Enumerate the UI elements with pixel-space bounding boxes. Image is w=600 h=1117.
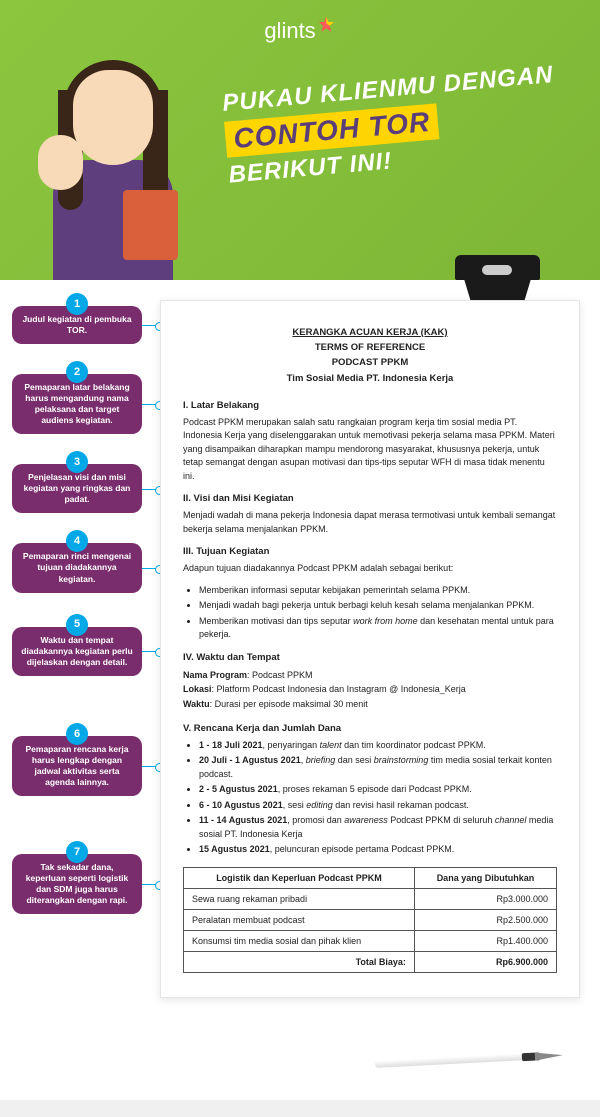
date: 1 - 18 Juli 2021 (199, 740, 263, 750)
callout-1: 1 Judul kegiatan di pembuka TOR. (12, 306, 142, 344)
callout-text: Pemaparan rencana kerja harus lengkap de… (25, 744, 128, 787)
value: : Durasi per episode maksimal 30 menit (210, 699, 368, 709)
connector-line (142, 766, 158, 767)
cell: Konsumsi tim media sosial dan pihak klie… (184, 930, 415, 951)
desc: , sesi editing dan revisi hasil rekaman … (283, 800, 469, 810)
section-2-title: II. Visi dan Misi Kegiatan (183, 493, 557, 504)
callout-5: 5 Waktu dan tempat diadakannya kegiatan … (12, 627, 142, 676)
desc: , proses rekaman 5 episode dari Podcast … (278, 784, 472, 794)
callout-number: 6 (66, 723, 88, 745)
col-header: Dana yang Dibutuhkan (414, 867, 556, 888)
section-3-list: Memberikan informasi seputar kebijakan p… (183, 584, 557, 642)
list-item: 20 Juli - 1 Agustus 2021, briefing dan s… (199, 754, 557, 781)
section-2-body: Menjadi wadah di mana pekerja Indonesia … (183, 509, 557, 536)
section-5-title: V. Rencana Kerja dan Jumlah Dana (183, 723, 557, 734)
list-item: Memberikan informasi seputar kebijakan p… (199, 584, 557, 598)
cell: Sewa ruang rekaman pribadi (184, 888, 415, 909)
section-1-body: Podcast PPKM merupakan salah satu rangka… (183, 416, 557, 484)
value: : Platform Podcast Indonesia dan Instagr… (212, 684, 466, 694)
section-3-title: III. Tujuan Kegiatan (183, 546, 557, 557)
callout-column: 1 Judul kegiatan di pembuka TOR. 2 Pemap… (12, 304, 142, 928)
table-row: Sewa ruang rekaman pribadi Rp3.000.000 (184, 888, 557, 909)
callout-number: 5 (66, 614, 88, 636)
connector-line (142, 568, 158, 569)
doc-title-3: PODCAST PPKM (183, 355, 557, 370)
list-item: 1 - 18 Juli 2021, penyaringan talent dan… (199, 739, 557, 753)
date: 6 - 10 Agustus 2021 (199, 800, 283, 810)
person-illustration (28, 60, 203, 280)
section-1-title: I. Latar Belakang (183, 400, 557, 411)
connector-line (142, 884, 158, 885)
lokasi-row: Lokasi: Platform Podcast Indonesia dan I… (183, 682, 557, 696)
callout-3: 3 Penjelasan visi dan misi kegiatan yang… (12, 464, 142, 513)
callout-text: Judul kegiatan di pembuka TOR. (22, 314, 131, 335)
headline: PUKAU KLIENMU DENGAN CONTOH TOR BERIKUT … (221, 60, 568, 189)
cell: Rp2.500.000 (414, 909, 556, 930)
total-value: Rp6.900.000 (414, 951, 556, 972)
value: : Podcast PPKM (247, 670, 313, 680)
date: 11 - 14 Agustus 2021 (199, 815, 287, 825)
table-total-row: Total Biaya: Rp6.900.000 (184, 951, 557, 972)
brand-logo: glints (264, 18, 335, 44)
desc: , peluncuran episode pertama Podcast PPK… (270, 844, 455, 854)
label: Nama Program (183, 670, 247, 680)
table-header-row: Logistik dan Keperluan Podcast PPKM Dana… (184, 867, 557, 888)
col-header: Logistik dan Keperluan Podcast PPKM (184, 867, 415, 888)
doc-heading: KERANGKA ACUAN KERJA (KAK) TERMS OF REFE… (183, 325, 557, 386)
star-icon (318, 14, 336, 32)
doc-title-4: Tim Sosial Media PT. Indonesia Kerja (183, 371, 557, 386)
date: 2 - 5 Agustus 2021 (199, 784, 278, 794)
waktu-row: Waktu: Durasi per episode maksimal 30 me… (183, 697, 557, 711)
doc-title-1: KERANGKA ACUAN KERJA (KAK) (183, 325, 557, 340)
callout-text: Tak sekadar dana, keperluan seperti logi… (26, 862, 129, 905)
callout-number: 3 (66, 451, 88, 473)
table-row: Peralatan membuat podcast Rp2.500.000 (184, 909, 557, 930)
page: glints PUKAU KLIENMU DENGAN CONTOH TOR B… (0, 0, 600, 1100)
label: Lokasi (183, 684, 212, 694)
pen-icon (375, 1050, 565, 1070)
table-row: Konsumsi tim media sosial dan pihak klie… (184, 930, 557, 951)
connector-line (142, 325, 158, 326)
section-3-intro: Adapun tujuan diadakannya Podcast PPKM a… (183, 562, 557, 576)
callout-text: Pemaparan latar belakang harus mengandun… (24, 382, 129, 425)
callout-2: 2 Pemaparan latar belakang harus mengand… (12, 374, 142, 434)
program-row: Nama Program: Podcast PPKM (183, 668, 557, 682)
logistics-table: Logistik dan Keperluan Podcast PPKM Dana… (183, 867, 557, 973)
document-sheet: KERANGKA ACUAN KERJA (KAK) TERMS OF REFE… (160, 300, 580, 998)
callout-text: Waktu dan tempat diadakannya kegiatan pe… (21, 635, 132, 667)
total-label: Total Biaya: (184, 951, 415, 972)
cell: Peralatan membuat podcast (184, 909, 415, 930)
cell: Rp1.400.000 (414, 930, 556, 951)
content-area: 1 Judul kegiatan di pembuka TOR. 2 Pemap… (0, 280, 600, 1100)
callout-number: 7 (66, 841, 88, 863)
cell: Rp3.000.000 (414, 888, 556, 909)
list-item: 2 - 5 Agustus 2021, proses rekaman 5 epi… (199, 783, 557, 797)
section-5-list: 1 - 18 Juli 2021, penyaringan talent dan… (183, 739, 557, 857)
connector-line (142, 651, 158, 652)
date: 20 Juli - 1 Agustus 2021 (199, 755, 301, 765)
section-4-title: IV. Waktu dan Tempat (183, 652, 557, 663)
callout-4: 4 Pemaparan rinci mengenai tujuan diadak… (12, 543, 142, 592)
callout-text: Penjelasan visi dan misi kegiatan yang r… (24, 472, 131, 504)
list-item: 11 - 14 Agustus 2021, promosi dan awaren… (199, 814, 557, 841)
date: 15 Agustus 2021 (199, 844, 270, 854)
callout-number: 1 (66, 293, 88, 315)
desc: , penyaringan talent dan tim koordinator… (263, 740, 486, 750)
label: Waktu (183, 699, 210, 709)
connector-line (142, 404, 158, 405)
callout-7: 7 Tak sekadar dana, keperluan seperti lo… (12, 854, 142, 914)
callout-text: Pemaparan rinci mengenai tujuan diadakan… (23, 551, 131, 583)
callout-6: 6 Pemaparan rencana kerja harus lengkap … (12, 736, 142, 796)
callout-number: 2 (66, 361, 88, 383)
callout-number: 4 (66, 530, 88, 552)
hero-banner: glints PUKAU KLIENMU DENGAN CONTOH TOR B… (0, 0, 600, 280)
list-item: 6 - 10 Agustus 2021, sesi editing dan re… (199, 799, 557, 813)
list-item: 15 Agustus 2021, peluncuran episode pert… (199, 843, 557, 857)
list-item: Memberikan motivasi dan tips seputar wor… (199, 615, 557, 642)
doc-title-2: TERMS OF REFERENCE (183, 340, 557, 355)
connector-line (142, 489, 158, 490)
brand-name: glints (264, 18, 315, 44)
list-item: Menjadi wadah bagi pekerja untuk berbagi… (199, 599, 557, 613)
